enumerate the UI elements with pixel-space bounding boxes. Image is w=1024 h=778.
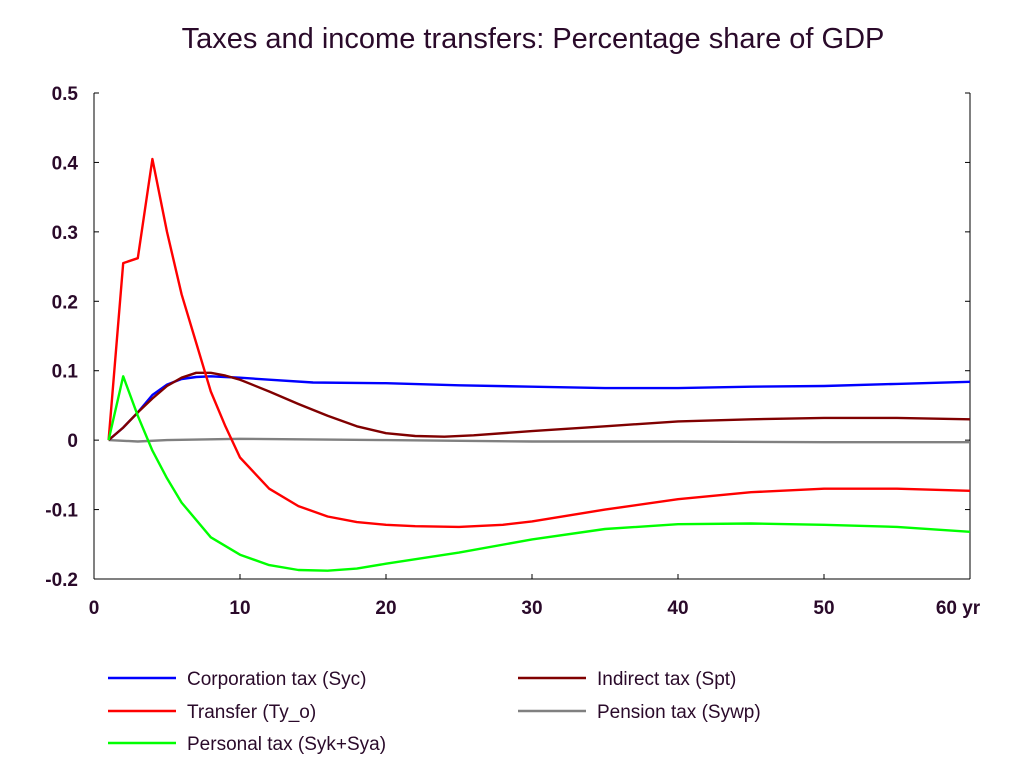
y-tick-label: 0.1 (52, 362, 79, 383)
axis-ticks: -0.2 -0.1 0 0.1 0.2 0.3 0.4 0.5 0 10 20 30 40 50 60 yr (45, 84, 981, 619)
series-line-transfer (107, 157, 971, 529)
series-layer (107, 157, 971, 572)
y-tick-label: 0 (67, 431, 78, 452)
x-tick-label: 10 (229, 598, 250, 619)
x-tick-label: 20 (375, 598, 396, 619)
x-tick-label: 50 (813, 598, 834, 619)
y-tick-label: -0.1 (45, 501, 78, 522)
legend-label-transfer: Transfer (Ty_o) (187, 702, 316, 723)
y-tick-label: -0.2 (45, 570, 78, 591)
y-tick-label: 0.4 (52, 153, 79, 174)
legend-label-indirect-tax: Indirect tax (Spt) (597, 669, 736, 690)
x-tick-label: 30 (521, 598, 542, 619)
y-tick-label: 0.2 (52, 292, 78, 313)
series-line-personal-tax (107, 375, 971, 572)
legend-label-personal-tax: Personal tax (Syk+Sya) (187, 734, 386, 755)
series-line-pension-tax (108, 437, 970, 444)
legend-label-corporation-tax: Corporation tax (Syc) (187, 669, 367, 690)
series-line-indirect-tax (107, 371, 971, 442)
series-line-corporation-tax (107, 375, 971, 442)
legend: Corporation tax (Syc) Transfer (Ty_o) Pers… (108, 669, 761, 755)
x-tick-label: 0 (89, 598, 100, 619)
legend-label-pension-tax: Pension tax (Sywp) (597, 702, 761, 723)
x-tick-label: 60 yr (936, 598, 981, 619)
y-tick-label: 0.5 (52, 84, 79, 105)
chart-title: Taxes and income transfers: Percentage s… (182, 23, 885, 55)
x-tick-label: 40 (667, 598, 688, 619)
y-tick-label: 0.3 (52, 223, 78, 244)
plot-frame (93, 93, 971, 580)
